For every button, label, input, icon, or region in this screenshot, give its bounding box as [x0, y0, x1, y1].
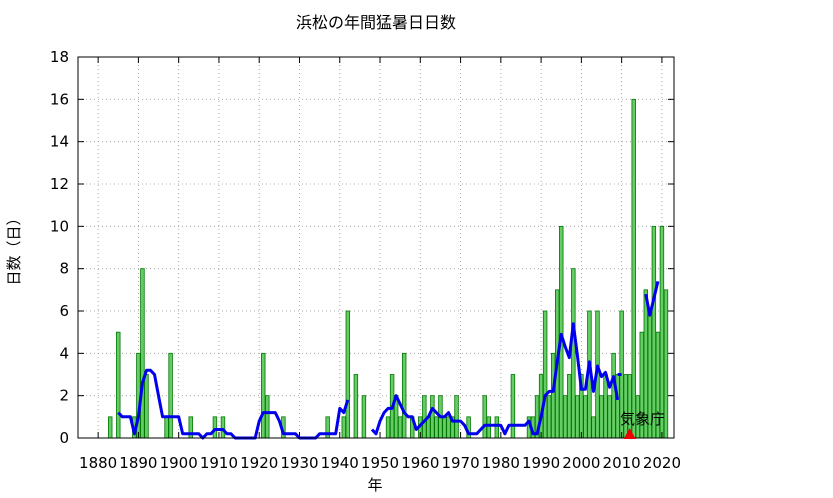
x-tick-label: 1980 [482, 454, 520, 472]
bar [164, 416, 169, 439]
bar [108, 416, 113, 439]
bar [361, 395, 367, 439]
moving-average-line [117, 368, 350, 440]
y-tick-label: 8 [59, 260, 69, 278]
bar [401, 352, 407, 439]
bar [265, 395, 270, 439]
bar [430, 395, 435, 439]
bar [482, 395, 487, 439]
x-tick-label: 1940 [321, 454, 359, 472]
x-tick-label: 1920 [240, 454, 278, 472]
x-tick-label: 1990 [522, 454, 560, 472]
bar [542, 310, 548, 439]
bar [571, 268, 576, 439]
y-tick-label: 10 [50, 217, 69, 235]
bar [446, 416, 451, 439]
bar [575, 395, 580, 439]
x-tick-label: 1970 [441, 454, 479, 472]
bar [341, 416, 346, 439]
bar [144, 374, 149, 439]
jma-annotation: 気象庁 [620, 410, 665, 428]
bar [261, 352, 266, 439]
bar [591, 416, 596, 439]
bar [454, 395, 459, 439]
axis-ticks [78, 56, 674, 439]
bar [599, 395, 604, 439]
y-tick-label: 12 [50, 175, 69, 193]
bar [385, 416, 391, 439]
bar [116, 331, 121, 439]
x-tick-label: 1910 [200, 454, 238, 472]
y-tick-labels: 0 2 4 6 8 10 12 14 16 18 [50, 48, 69, 447]
x-tick-label: 1900 [160, 454, 198, 472]
x-tick-label: 1880 [79, 454, 117, 472]
bar [510, 374, 516, 439]
x-tick-label: 1960 [401, 454, 439, 472]
x-tick-label: 2010 [603, 454, 641, 472]
y-tick-label: 16 [50, 90, 69, 108]
grid-lines [78, 57, 674, 438]
bar [631, 98, 636, 439]
bars [108, 98, 669, 439]
bar [607, 395, 612, 439]
bar [559, 225, 564, 439]
moving-average-line [644, 281, 660, 317]
bar [623, 374, 628, 439]
bar [442, 416, 447, 439]
y-tick-label: 14 [50, 133, 69, 151]
bar [220, 416, 226, 439]
bar [345, 310, 351, 439]
bar [611, 352, 616, 439]
moving-average-line [370, 322, 620, 436]
bar [651, 225, 657, 439]
bar [494, 416, 500, 439]
bar [422, 395, 427, 439]
bar [397, 416, 403, 439]
y-tick-label: 2 [59, 387, 69, 405]
bar [140, 268, 145, 439]
bar [353, 374, 359, 439]
y-tick-label: 0 [59, 429, 69, 447]
bar [434, 416, 439, 439]
bar [659, 225, 665, 439]
x-tick-label: 2020 [643, 454, 681, 472]
y-axis-title: 日数（日） [5, 210, 23, 285]
bar [168, 352, 173, 439]
jma-marker [623, 428, 636, 439]
bar [567, 374, 572, 439]
bar [486, 416, 491, 439]
x-tick-label: 1950 [361, 454, 399, 472]
x-tick-label: 2000 [562, 454, 600, 472]
x-tick-label: 1930 [280, 454, 318, 472]
x-tick-labels: 1880 1890 1900 1910 1920 1930 1940 1950 1960 1970… [79, 454, 681, 472]
x-axis-title: 年 [367, 476, 382, 494]
bar [563, 395, 568, 439]
bar [583, 395, 588, 439]
bar [603, 374, 608, 439]
bar [546, 395, 552, 439]
y-tick-label: 4 [59, 344, 69, 362]
x-tick-label: 1890 [119, 454, 157, 472]
plot-frame [77, 56, 675, 439]
y-tick-label: 18 [50, 48, 69, 66]
chart-title: 浜松の年間猛暑日日数 [296, 13, 456, 32]
y-tick-label: 6 [59, 302, 69, 320]
bar [212, 416, 218, 439]
bar [550, 352, 556, 439]
